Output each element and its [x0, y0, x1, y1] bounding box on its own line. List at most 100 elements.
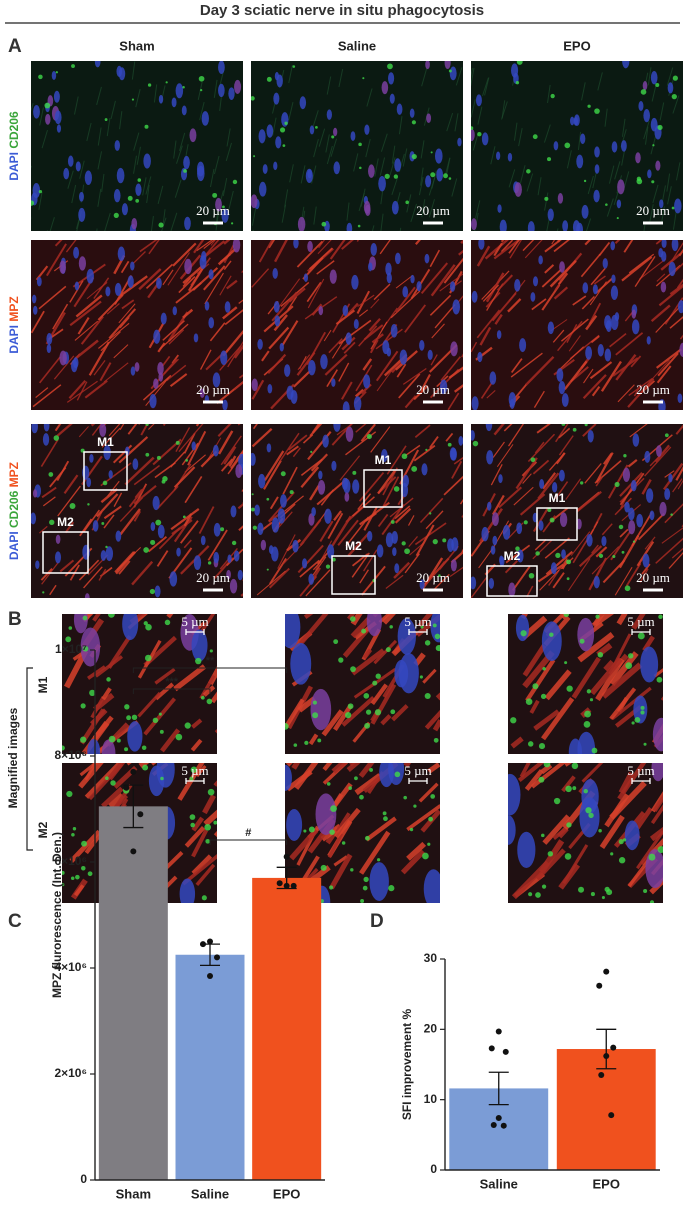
nucleus [396, 103, 403, 115]
myelin-stroke [333, 703, 353, 732]
nucleus [281, 112, 289, 127]
myelin-stroke [178, 424, 204, 453]
nucleus [184, 258, 192, 275]
nucleus [471, 290, 478, 303]
myelin-stroke [628, 253, 655, 274]
nucleus [260, 539, 267, 551]
y-tick-label: 30 [424, 951, 438, 965]
nucleus [254, 504, 260, 516]
macrophage-signal [87, 871, 93, 877]
nucleus [471, 430, 475, 441]
figure-title: Day 3 sciatic nerve in situ phagocytosis [200, 2, 484, 19]
panel-label: B [8, 609, 22, 630]
myelin-stroke [327, 512, 344, 540]
nucleus [610, 314, 619, 331]
myelin-stroke [350, 614, 363, 626]
nucleus [200, 535, 206, 546]
macrophage-signal [65, 636, 72, 643]
myelin-stroke [510, 736, 524, 749]
myelin-stroke [78, 426, 89, 438]
myelin-stroke [615, 332, 644, 356]
myelin-stroke [677, 479, 683, 490]
row-label-part: DAPI [7, 325, 21, 354]
myelin-stroke [582, 424, 597, 437]
myelin-stroke [545, 550, 574, 576]
myelin-stroke [269, 557, 287, 585]
myelin-stroke [285, 763, 293, 767]
macrophage-signal [164, 619, 171, 626]
myelin-stroke [42, 496, 56, 507]
macrophage-signal [637, 632, 645, 640]
nucleus [568, 738, 583, 754]
nucleus [556, 368, 564, 382]
myelin-stroke [609, 687, 637, 721]
micrograph: 20 µm [471, 240, 683, 410]
macrophage-signal [147, 83, 152, 87]
myelin-stroke [636, 830, 663, 870]
myelin-stroke [629, 424, 648, 438]
macrophage-signal [143, 547, 149, 553]
macrophage-signal [535, 551, 540, 556]
nucleus [179, 878, 196, 903]
nucleus [114, 140, 120, 151]
myelin-stroke [425, 510, 444, 530]
myelin-stroke [49, 467, 67, 488]
macrophage-signal [87, 503, 90, 506]
significance-bracket [209, 839, 288, 845]
nucleus [647, 169, 652, 179]
myelin-stroke [594, 459, 622, 484]
macrophage-signal [584, 424, 588, 427]
nucleus [553, 141, 559, 151]
nucleus [72, 357, 79, 369]
nucleus [75, 161, 81, 172]
myelin-stroke [377, 513, 389, 528]
nucleus [650, 71, 658, 85]
myelin-stroke [669, 316, 683, 329]
macrophage-signal [404, 548, 410, 555]
nucleus [285, 764, 292, 791]
myelin-stroke [628, 377, 653, 397]
myelin-stroke [145, 263, 174, 289]
tissue-stroke [490, 146, 496, 165]
myelin-stroke [619, 528, 629, 538]
myelin-stroke [512, 565, 531, 591]
myelin-stroke [223, 260, 232, 270]
nucleus [642, 553, 650, 568]
myelin-stroke [417, 614, 433, 628]
macrophage-signal [304, 740, 309, 745]
tissue-stroke [289, 164, 294, 183]
myelin-stroke [365, 816, 397, 842]
macrophage-signal [347, 703, 354, 710]
macrophage-signal [547, 157, 552, 162]
y-tick-label: 20 [424, 1022, 438, 1036]
tissue-stroke [101, 173, 105, 193]
myelin-stroke [588, 302, 602, 325]
nucleus [580, 133, 586, 145]
data-point [283, 853, 290, 860]
myelin-stroke [656, 273, 666, 282]
nucleus [169, 571, 178, 587]
myelin-stroke [420, 374, 431, 392]
macrophage-signal [427, 842, 431, 846]
myelin-stroke [296, 240, 324, 268]
myelin-stroke [267, 353, 287, 374]
myelin-stroke [191, 829, 209, 858]
bar [252, 877, 322, 1180]
macrophage-signal [206, 698, 213, 705]
tissue-stroke [288, 102, 294, 121]
nucleus [271, 517, 280, 533]
nucleus [156, 277, 162, 290]
tissue-stroke [326, 145, 333, 165]
myelin-stroke [203, 809, 217, 827]
macrophage-signal [104, 118, 108, 121]
nucleus [105, 546, 114, 562]
myelin-stroke [210, 691, 217, 704]
nucleus [99, 424, 107, 437]
myelin-stroke [482, 284, 500, 302]
nucleus [308, 360, 316, 376]
myelin-stroke [553, 286, 569, 300]
myelin-stroke [409, 542, 424, 556]
myelin-stroke [316, 260, 335, 275]
nucleus [491, 512, 499, 527]
macrophage-signal [589, 698, 594, 702]
